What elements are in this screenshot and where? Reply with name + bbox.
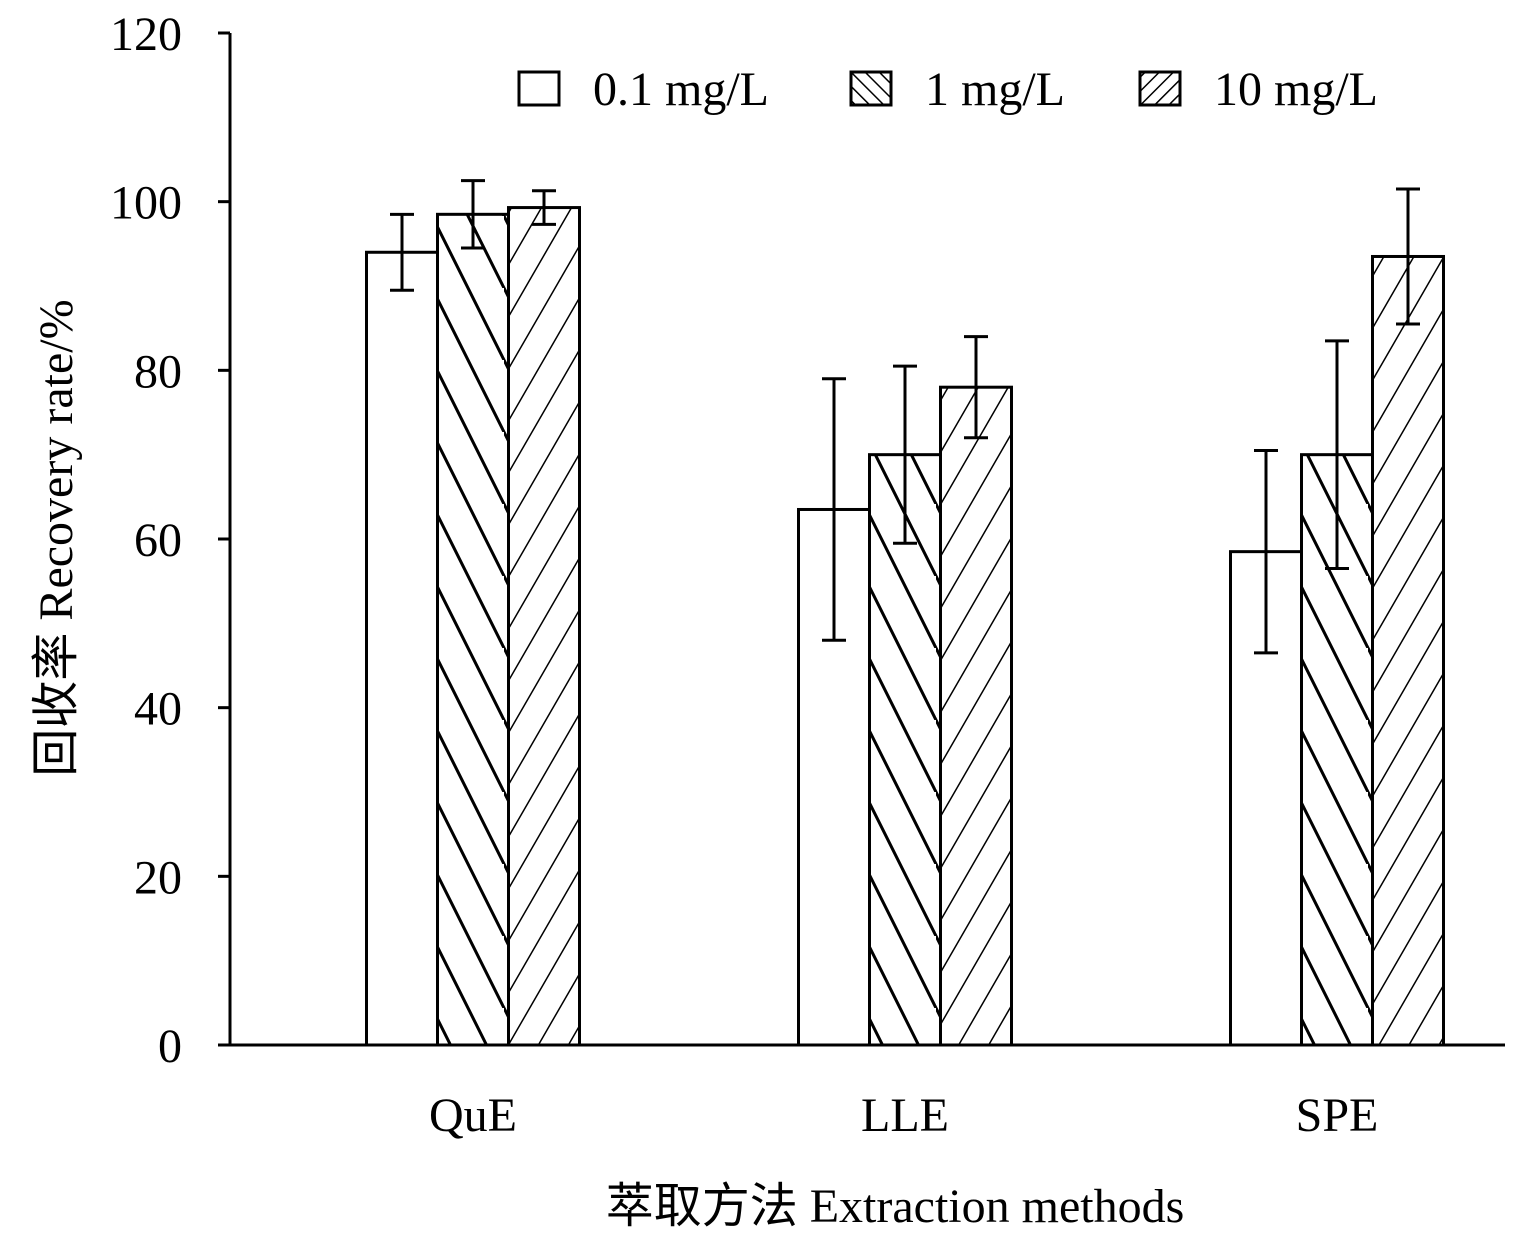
- legend: 0.1 mg/L 1 mg/L 10 mg/L: [517, 63, 1378, 116]
- y-tick-label: 80: [134, 345, 182, 398]
- y-tick-label: 40: [134, 683, 182, 736]
- x-axis: QuE LLE SPE: [230, 1043, 1505, 1142]
- y-tick-label: 100: [110, 177, 182, 230]
- y-axis-title: 回收率 Recovery rate/%: [30, 299, 83, 776]
- bar: [939, 385, 1013, 1047]
- legend-swatch: [1138, 70, 1182, 107]
- bar: [507, 206, 581, 1047]
- legend-label: 1 mg/L: [925, 63, 1065, 116]
- bar: [1371, 254, 1445, 1047]
- x-category-label: LLE: [861, 1089, 949, 1142]
- legend-swatch: [517, 70, 561, 107]
- y-tick-label: 0: [158, 1020, 182, 1073]
- bar-group: [365, 206, 1445, 1047]
- y-tick-label: 60: [134, 514, 182, 567]
- y-axis: 0 20 40 60 80 100 120: [110, 8, 232, 1073]
- legend-label: 0.1 mg/L: [593, 63, 769, 116]
- legend-swatch: [849, 70, 893, 107]
- error-bar-group: [390, 179, 1420, 655]
- y-tick-label: 20: [134, 851, 182, 904]
- x-axis-title: 萃取方法 Extraction methods: [606, 1180, 1185, 1233]
- bar: [436, 212, 510, 1047]
- bar: [365, 250, 439, 1047]
- y-tick-label: 120: [110, 8, 182, 61]
- x-category-label: SPE: [1296, 1089, 1379, 1142]
- legend-label: 10 mg/L: [1214, 63, 1378, 116]
- x-category-label: QuE: [429, 1089, 517, 1142]
